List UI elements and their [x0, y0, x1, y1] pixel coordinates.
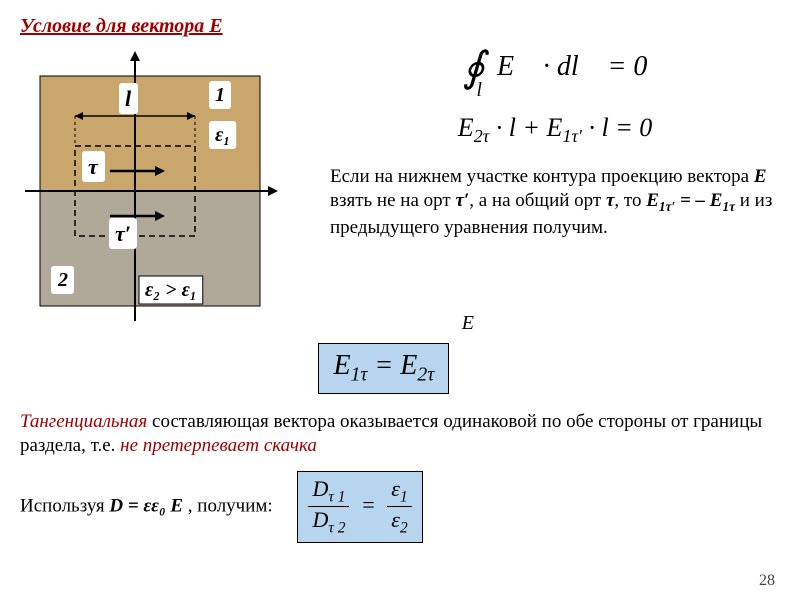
paragraph-1: Если на нижнем участке контура проекцию … [330, 165, 780, 240]
svg-text:τ′: τ′ [115, 221, 131, 246]
eq-integral: ∮l E⃗ · dl⃗ = 0 [330, 36, 780, 88]
svg-text:1: 1 [215, 84, 225, 106]
top-row: l 1 ε₁ τ τ′ 2 ε₂ > ε₁ ∮l E⃗ · dl⃗ = 0 E2τ · l … [20, 46, 780, 331]
page-number: 28 [759, 572, 775, 590]
diagram: l 1 ε₁ τ τ′ 2 ε₂ > ε₁ [20, 46, 300, 331]
paragraph-2: Тангенциальная составляющая вектора оказ… [20, 410, 780, 459]
eq-line2: E2τ · l + E1τ′ · l = 0 [330, 113, 780, 147]
svg-text:ε₂ > ε₁: ε₂ > ε₁ [145, 279, 197, 301]
boxed-eq-1-wrap: E1τ = E2τ E⃗ [20, 335, 780, 402]
svg-text:τ: τ [88, 154, 99, 179]
svg-text:l: l [125, 86, 132, 111]
svg-text:ε₁: ε₁ [215, 124, 230, 146]
page-title: Условие для вектора E [20, 15, 780, 38]
svg-text:2: 2 [57, 269, 68, 291]
equations-column: ∮l E⃗ · dl⃗ = 0 E2τ · l + E1τ′ · l = 0 Е… [300, 46, 780, 240]
boxed-eq-1: E1τ = E2τ [318, 343, 449, 394]
e-vector-label: E⃗ [462, 312, 490, 335]
boxed-eq-2: Dτ 1 Dτ 2 = ε1 ε2 [297, 471, 422, 543]
paragraph-3: Используя D = εε₀ E , получим: Dτ 1 Dτ 2… [20, 471, 780, 543]
